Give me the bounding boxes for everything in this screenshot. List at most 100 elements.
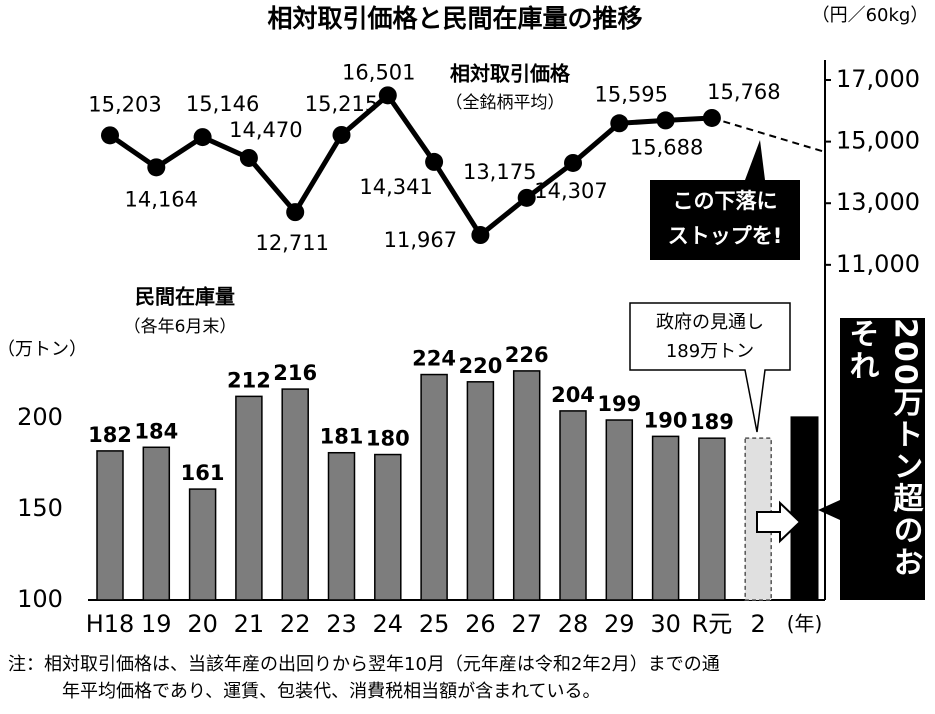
bar-value-label: 224 xyxy=(412,347,456,371)
line-value-label: 14,341 xyxy=(359,175,432,199)
bar-value-label: 220 xyxy=(458,354,502,378)
x-tick-label: 28 xyxy=(558,610,589,638)
bar-value-label: 180 xyxy=(366,427,410,451)
bar xyxy=(188,488,217,601)
y2-tick-label: 13,000 xyxy=(836,188,920,216)
line-series-note: （全銘柄平均） xyxy=(446,93,565,113)
x-tick-label: H18 xyxy=(86,610,135,638)
line-value-label: 14,164 xyxy=(125,187,198,211)
bar xyxy=(142,446,171,601)
y-tick-label: 200 xyxy=(17,403,63,431)
arrow xyxy=(756,500,802,544)
bar xyxy=(651,435,680,601)
line-value-label: 15,768 xyxy=(707,80,780,104)
bar-value-label: 190 xyxy=(644,408,688,432)
bar-value-label: 216 xyxy=(273,361,317,385)
bar xyxy=(281,388,309,601)
marker xyxy=(425,152,444,171)
line-value-label: 14,307 xyxy=(534,179,607,203)
x-tick-label: 30 xyxy=(650,610,681,638)
y-tick-label: 150 xyxy=(17,494,63,522)
line-value-label: 14,470 xyxy=(229,118,302,142)
bar xyxy=(466,381,495,601)
bar-value-label: 189 xyxy=(690,410,734,434)
marker xyxy=(101,126,119,145)
bar xyxy=(559,410,587,601)
x-tick-label: 24 xyxy=(373,610,404,638)
bar-value-label: 184 xyxy=(134,419,178,443)
line-value-label: 15,688 xyxy=(630,135,703,159)
marker xyxy=(656,111,675,130)
bar xyxy=(512,370,541,601)
y2-tick-label: 11,000 xyxy=(836,250,920,278)
bar-value-label: 181 xyxy=(320,425,364,449)
line-value-label: 15,215 xyxy=(305,92,378,116)
line-value-label: 15,203 xyxy=(88,92,161,116)
marker xyxy=(239,148,258,167)
line-value-label: 13,175 xyxy=(463,160,536,184)
marker xyxy=(564,153,582,172)
marker xyxy=(378,86,397,105)
x-tick-label: 20 xyxy=(187,610,218,638)
x-axis-label: (年) xyxy=(787,612,823,636)
line-value-label: 12,711 xyxy=(255,231,328,255)
x-tick-label: 22 xyxy=(280,610,311,638)
footnote: 年平均価格であり、運賃、包装代、消費税相当額が含まれている。 xyxy=(62,681,601,702)
marker xyxy=(610,114,629,133)
line-value-label: 15,146 xyxy=(186,92,259,116)
y-axis-label: （万トン） xyxy=(0,339,87,360)
line-value-label: 11,967 xyxy=(384,228,457,252)
forecast-value-label: 189万トン xyxy=(666,341,754,362)
x-tick-label: 25 xyxy=(419,610,450,638)
marker xyxy=(147,158,166,177)
x-tick-label: 23 xyxy=(326,610,357,638)
x-tick-label: 29 xyxy=(604,610,635,638)
marker xyxy=(193,128,212,147)
outlook-box xyxy=(818,318,925,600)
stop-text: ストップを! xyxy=(668,224,783,248)
bar-value-label: 161 xyxy=(181,461,225,485)
bar xyxy=(374,453,402,601)
bar-value-label: 212 xyxy=(227,368,271,392)
bar xyxy=(420,373,448,601)
x-tick-label: 19 xyxy=(141,610,172,638)
marker xyxy=(286,203,305,222)
chart-title: 相対取引価格と民間在庫量の推移 xyxy=(267,4,642,33)
x-tick-label: 26 xyxy=(465,610,496,638)
bar-series-note: （各年6月末） xyxy=(124,317,237,337)
y2-axis-label: （円／60kg） xyxy=(812,5,929,26)
stop-callout xyxy=(650,140,800,260)
marker xyxy=(332,125,351,144)
y-tick-label: 100 xyxy=(17,585,63,613)
bar xyxy=(327,451,356,601)
x-tick-label: R元 xyxy=(692,610,733,638)
bar-series-name: 民間在庫量 xyxy=(135,285,235,309)
bar xyxy=(235,395,263,601)
bar xyxy=(605,419,634,601)
forecast-callout xyxy=(629,302,791,433)
outlook-text: 200万トン超のおそれ xyxy=(843,318,923,579)
marker xyxy=(702,108,721,127)
bar-value-label: 226 xyxy=(505,343,549,367)
line-series-name: 相対取引価格 xyxy=(450,62,571,86)
bar xyxy=(96,450,124,601)
line-value-label: 15,595 xyxy=(595,82,668,106)
bar-value-label: 199 xyxy=(597,392,641,416)
bar-value-label: 204 xyxy=(551,383,595,407)
projection xyxy=(711,116,826,153)
bar xyxy=(698,437,726,601)
marker xyxy=(517,188,536,207)
outlook-bar xyxy=(790,416,819,600)
stop-text: この下落に xyxy=(673,189,778,213)
y2-tick-label: 15,000 xyxy=(836,127,920,155)
line-value-label: 16,501 xyxy=(342,60,415,84)
footnote: 注：相対取引価格は、当該年産の出回りから翌年10月（元年産は令和2年2月）までの… xyxy=(8,654,720,675)
x-tick-label: 2 xyxy=(751,610,766,638)
bar-value-label: 182 xyxy=(88,423,132,447)
forecast-label: 政府の見通し xyxy=(656,312,764,333)
y2-tick-label: 17,000 xyxy=(836,65,920,93)
marker xyxy=(471,226,490,245)
x-tick-label: 27 xyxy=(511,610,542,638)
